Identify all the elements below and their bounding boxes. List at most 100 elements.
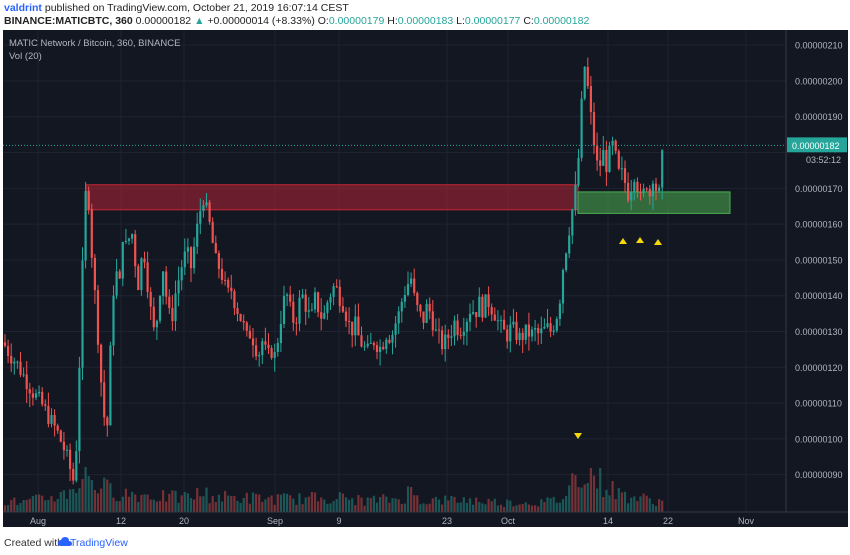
candle-body xyxy=(208,202,211,222)
candle-body xyxy=(267,344,270,349)
volume-bar xyxy=(19,503,22,512)
candle-body xyxy=(248,330,251,339)
candle-body xyxy=(493,314,496,321)
candle-body xyxy=(661,150,664,188)
volume-bar xyxy=(661,500,664,512)
candle-body xyxy=(540,328,543,334)
candle-body xyxy=(81,260,84,368)
candle-body xyxy=(617,151,620,169)
volume-bar xyxy=(245,492,248,512)
volume-bar xyxy=(558,502,561,512)
candle-body xyxy=(645,188,648,190)
candle-body xyxy=(310,309,313,311)
volume-bar xyxy=(512,506,515,512)
volume-bar xyxy=(323,499,326,512)
candle-body xyxy=(388,339,391,343)
volume-bar xyxy=(543,502,546,512)
candle-body xyxy=(611,140,614,146)
volume-bar xyxy=(633,496,636,512)
candle-body xyxy=(571,209,574,236)
candle-body xyxy=(100,344,103,383)
candle-body xyxy=(109,345,112,426)
time-axis[interactable]: Aug 12 20 Sep 9 23 Oct 14 22 Nov xyxy=(30,516,755,526)
candle-body xyxy=(530,329,534,337)
volume-bar xyxy=(282,493,286,512)
candle-body xyxy=(608,145,611,172)
candle-body xyxy=(459,335,462,337)
time-tick-label: Sep xyxy=(267,516,283,526)
volume-bar xyxy=(258,494,261,512)
volume-bar xyxy=(527,504,530,512)
chart-area[interactable]: 0.000002100.000002000.000001900.00000180… xyxy=(3,30,848,527)
volume-bar xyxy=(549,498,552,512)
price-axis-bg xyxy=(786,30,848,527)
price-tick-label: 0.00000090 xyxy=(795,470,843,480)
candle-body xyxy=(490,307,493,315)
open-value: 0.00000179 xyxy=(328,15,385,27)
volume-bar xyxy=(224,491,227,512)
candle-body xyxy=(524,324,527,340)
volume-bar xyxy=(487,498,490,512)
time-tick-label: 20 xyxy=(179,516,189,526)
candle-body xyxy=(465,321,468,332)
volume-bar xyxy=(478,502,481,512)
candle-body xyxy=(118,271,121,279)
volume-bar xyxy=(214,501,217,512)
candle-body xyxy=(158,296,162,321)
candle-body xyxy=(279,324,282,344)
tradingview-link[interactable]: TradingView xyxy=(70,537,128,549)
candle-body xyxy=(419,304,422,312)
high-label: H: xyxy=(387,15,398,27)
candle-body xyxy=(441,330,444,350)
candle-body xyxy=(447,334,450,338)
candle-body xyxy=(431,311,434,331)
candle-body xyxy=(633,181,636,192)
volume-bar xyxy=(468,498,472,512)
volume-bar xyxy=(403,503,406,512)
volume-bar xyxy=(354,505,357,512)
candle-body xyxy=(596,145,599,161)
candle-body xyxy=(382,346,385,350)
volume-bar xyxy=(56,499,59,512)
candle-body xyxy=(155,320,158,328)
volume-bar xyxy=(227,495,230,512)
username[interactable]: valdrint xyxy=(4,2,42,14)
volume-bar xyxy=(62,490,65,512)
candle-body xyxy=(354,316,357,336)
candle-body xyxy=(59,430,62,442)
candle-body xyxy=(320,312,323,319)
volume-bar xyxy=(335,499,338,512)
candle-body xyxy=(282,295,286,325)
volume-bar xyxy=(555,502,558,512)
volume-bar xyxy=(518,504,521,512)
volume-bar xyxy=(242,497,245,512)
candle-body xyxy=(478,296,481,317)
candle-body xyxy=(487,294,490,308)
volume-bars xyxy=(3,466,664,512)
volume-bar xyxy=(44,500,47,512)
volume-bar xyxy=(391,498,394,512)
volume-bar xyxy=(25,499,28,512)
volume-bar xyxy=(186,493,189,512)
volume-bar xyxy=(431,498,434,512)
volume-bar xyxy=(131,491,134,512)
volume-bar xyxy=(155,501,158,512)
volume-bar xyxy=(645,495,648,512)
volume-bar xyxy=(3,505,7,512)
candle-body xyxy=(630,191,633,201)
candle-body xyxy=(521,332,524,340)
candle-body xyxy=(509,324,512,342)
resistance-zone xyxy=(85,184,579,211)
candle-body xyxy=(568,235,571,254)
volume-bar xyxy=(620,492,623,512)
volume-bar xyxy=(279,494,282,512)
price-chart[interactable]: 0.000002100.000002000.000001900.00000180… xyxy=(3,30,848,527)
volume-bar xyxy=(96,493,100,512)
volume-bar xyxy=(416,495,419,512)
price-tick-label: 0.00000210 xyxy=(795,41,843,51)
volume-bar xyxy=(453,496,456,512)
candle-body xyxy=(444,334,447,350)
time-tick-label: 22 xyxy=(663,516,673,526)
candle-body xyxy=(72,468,75,481)
volume-label: Vol (20) xyxy=(9,51,42,62)
